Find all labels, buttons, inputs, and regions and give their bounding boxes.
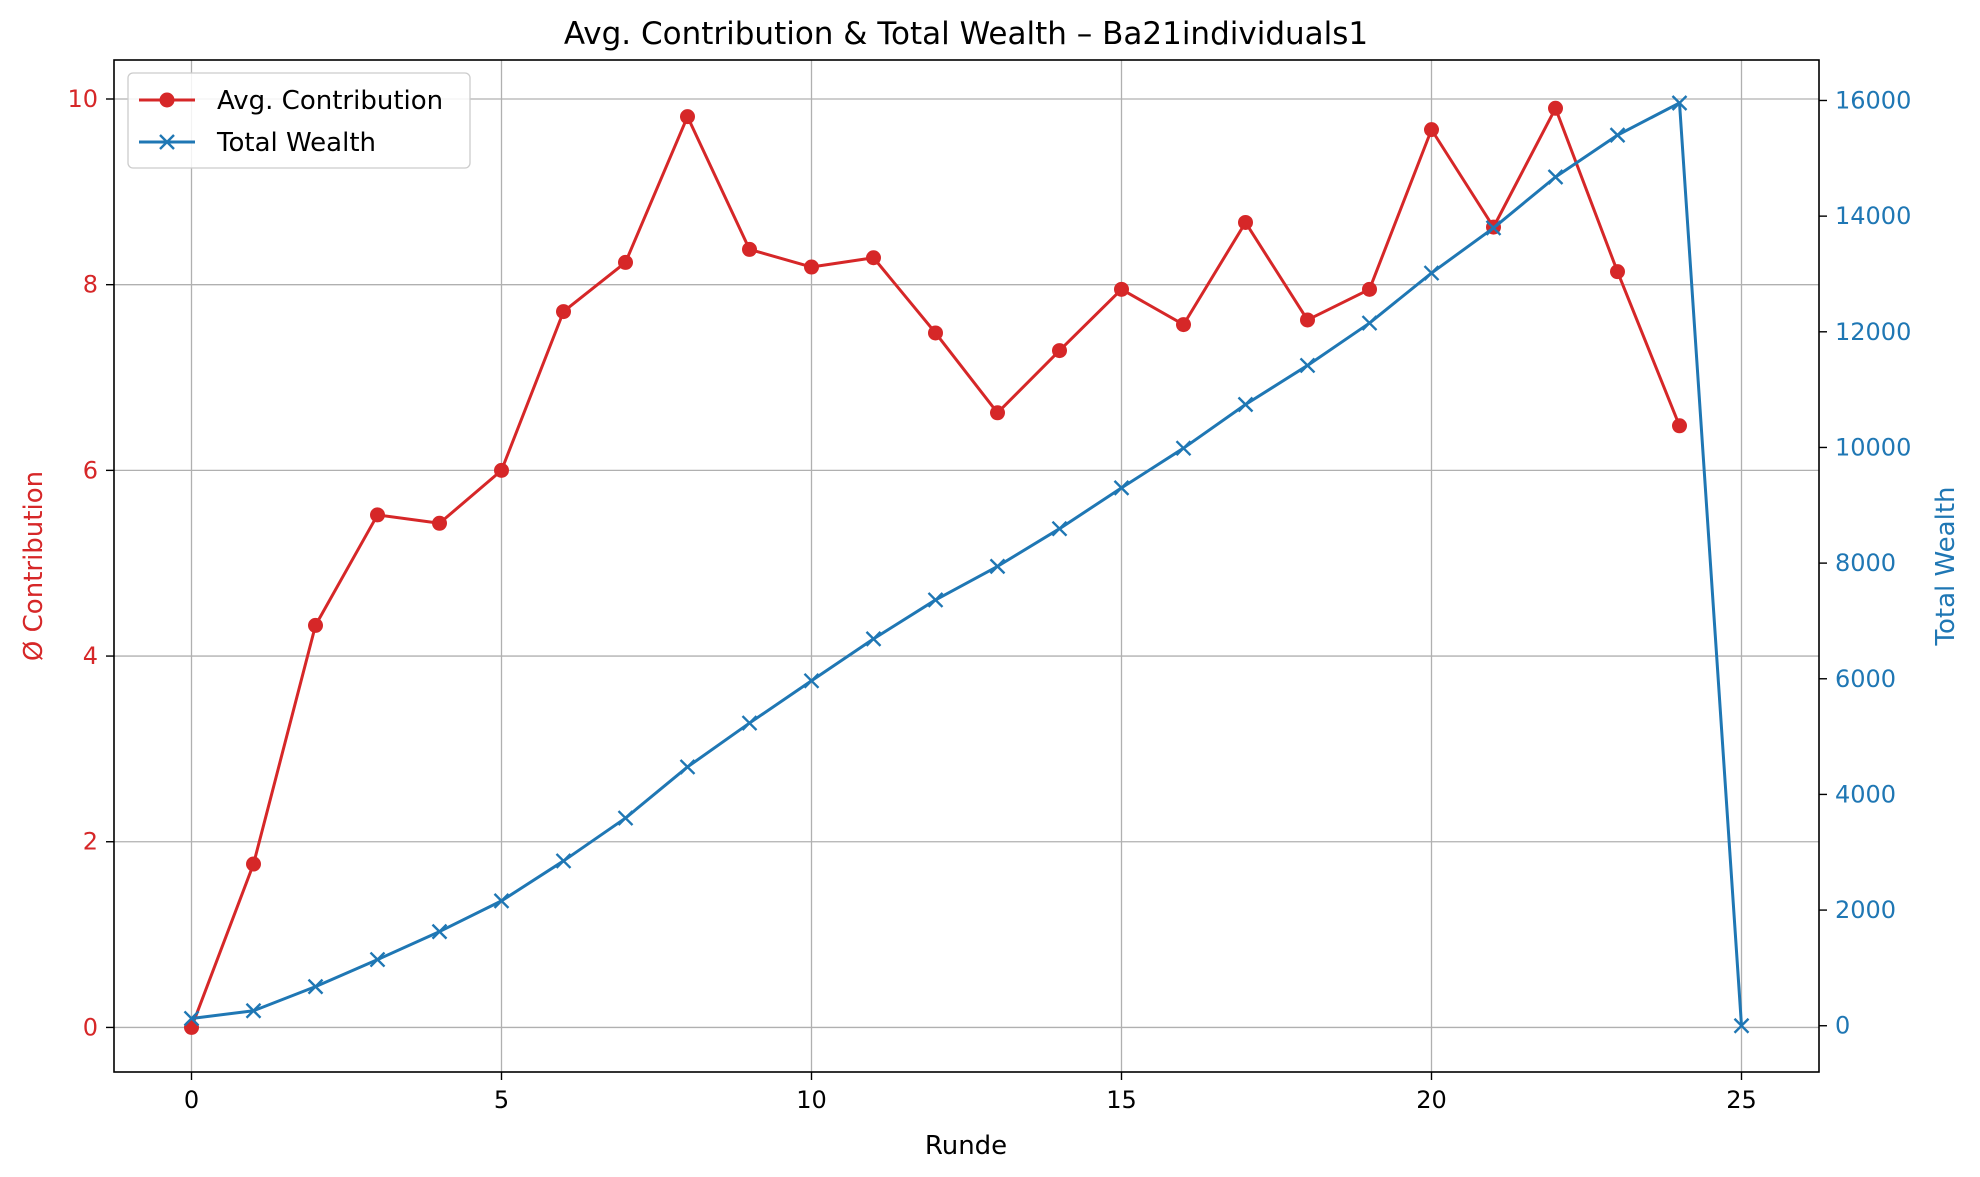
x-axis-label: Runde [925,1131,1007,1161]
y-left-tick-label: 10 [67,85,98,113]
y-axis-left-label: Ø Contribution [19,471,49,661]
y-right-tick-label: 10000 [1835,433,1911,461]
legend-box [127,72,471,169]
chart-title: Avg. Contribution & Total Wealth – Ba21i… [564,16,1368,52]
wealth-point [307,978,324,995]
contribution-point [1176,317,1191,333]
y-right-tick-label: 16000 [1835,86,1911,114]
contribution-point [556,304,571,320]
wealth-point [803,672,820,689]
wealth-point [369,951,386,968]
contribution-point [246,856,261,872]
contribution-point [432,515,447,531]
wealth-point [1485,220,1502,236]
contribution-point [990,405,1005,421]
wealth-point [1733,1017,1750,1034]
wealth-point [493,893,510,909]
contribution-point [1238,214,1253,230]
contribution-point [1114,281,1129,297]
legend: Avg. Contribution Total Wealth [127,72,471,169]
grid [114,60,1819,1072]
contribution-point [370,507,385,523]
y-right-tick-label: 2000 [1835,896,1896,924]
wealth-series-line [191,101,1743,1026]
x-tick-label: 25 [1726,1086,1757,1114]
wealth-point [1609,127,1626,143]
y-left-tick-label: 8 [83,271,98,299]
wealth-point [1113,480,1130,496]
ticks: 0 5 10 15 20 25 0 2 4 6 8 10 0 2000 4000 6000 8000 10000 1… [67,85,1911,1114]
y-right-tick-label: 4000 [1835,780,1896,808]
wealth-point [1051,520,1068,537]
y-left-tick-label: 0 [83,1013,98,1041]
legend-contribution-label: Avg. Contribution [217,86,443,116]
contribution-point [1052,343,1067,359]
y-right-tick-label: 8000 [1835,549,1896,577]
wealth-point [1299,357,1316,374]
wealth-point [989,558,1006,575]
y-right-tick-label: 0 [1835,1012,1850,1040]
contribution-point [1300,312,1315,328]
wealth-point [1423,265,1440,281]
y-left-tick-label: 2 [83,828,98,856]
wealth-point [245,1002,262,1019]
wealth-point [431,923,448,940]
contribution-point [928,325,943,341]
contribution-point [1672,418,1687,434]
wealth-point [1361,315,1378,331]
contribution-point [308,617,323,633]
y-left-tick-label: 6 [83,456,98,484]
y-right-tick-label: 14000 [1835,202,1911,230]
contribution-point [494,462,509,478]
legend-contribution-marker [159,92,175,108]
wealth-point [555,853,572,869]
contribution-point [866,250,881,266]
wealth-point [617,810,634,826]
wealth-point [927,592,944,608]
x-tick-label: 0 [184,1086,199,1114]
y-right-tick-label: 12000 [1835,318,1911,346]
contribution-point [742,241,757,257]
contribution-point [680,109,695,125]
y-right-tick-label: 6000 [1835,665,1896,693]
series-layer [183,95,1750,1035]
wealth-point [1175,440,1192,457]
legend-wealth-label: Total Wealth [216,128,376,158]
contribution-point [1610,264,1625,280]
y-left-tick-label: 4 [83,642,98,670]
contribution-point [618,254,633,270]
wealth-point [865,631,882,647]
contribution-point [1548,100,1563,116]
contribution-point [1424,122,1439,138]
contribution-point [1362,281,1377,297]
plot-frame [113,59,1820,1073]
wealth-point [1237,396,1254,413]
x-tick-label: 10 [796,1086,827,1114]
legend-wealth-marker [159,134,175,150]
wealth-point [1671,95,1688,111]
wealth-point [183,1010,200,1027]
wealth-point [1547,169,1564,185]
wealth-point [679,759,696,775]
x-tick-label: 20 [1416,1086,1447,1114]
x-tick-label: 15 [1106,1086,1137,1114]
y-axis-right-label: Total Wealth [1931,487,1961,647]
wealth-point [741,715,758,731]
x-tick-label: 5 [494,1086,509,1114]
contribution-point [804,259,819,275]
